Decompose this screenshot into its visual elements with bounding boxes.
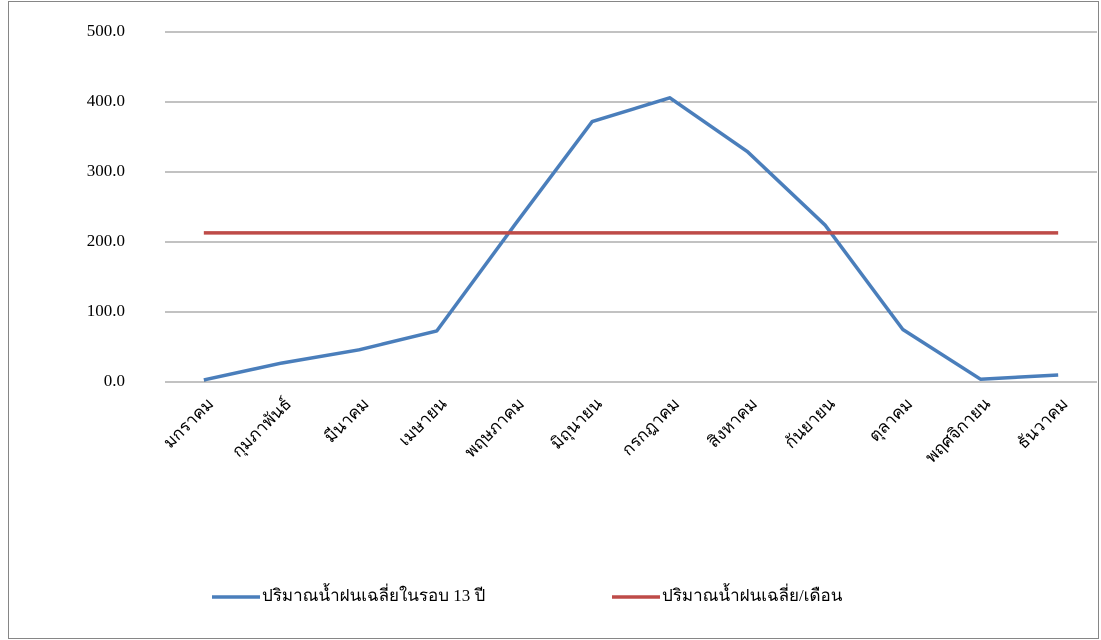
- legend-label: ปริมาณน้ำฝนเฉลี่ยในรอบ 13 ปี: [262, 583, 485, 605]
- chart: 0.0100.0200.0300.0400.0500.0มกราคมกุมภาพ…: [0, 0, 1101, 640]
- legend-label: ปริมาณน้ำฝนเฉลี่ย/เดือน: [662, 583, 843, 605]
- y-tick-label: 500.0: [87, 21, 125, 40]
- y-tick-label: 400.0: [87, 91, 125, 110]
- y-tick-label: 300.0: [87, 161, 125, 180]
- y-tick-label: 0.0: [104, 371, 125, 390]
- y-tick-label: 100.0: [87, 301, 125, 320]
- chart-frame: [9, 2, 1099, 639]
- y-tick-label: 200.0: [87, 231, 125, 250]
